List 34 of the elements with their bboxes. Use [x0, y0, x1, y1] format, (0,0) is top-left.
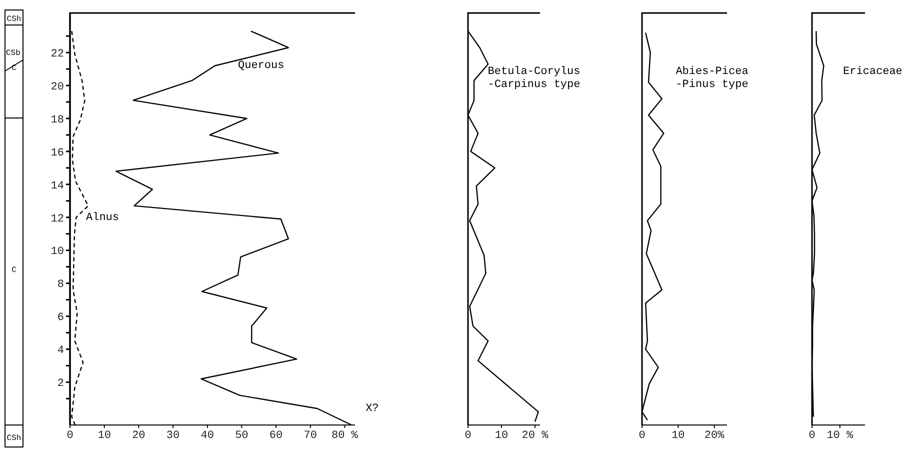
series-label: Querous — [238, 60, 284, 72]
y-tick-label: 6 — [57, 312, 64, 324]
x-tick-label: 60 — [269, 430, 283, 442]
x-tick-label: 20% — [704, 430, 725, 442]
y-tick-label: 2 — [57, 378, 64, 390]
x-tick-label: 10 — [494, 430, 508, 442]
y-tick-label: 20 — [50, 81, 64, 94]
x-tick-label: 70 — [304, 430, 317, 442]
x-tick-label: 10 % — [826, 430, 854, 442]
x-tick-label: 0 — [638, 430, 646, 442]
y-tick-label: 4 — [57, 345, 64, 358]
x-tick-label: 20 % — [522, 430, 549, 442]
y-tick-label: 16 — [50, 147, 64, 160]
y-tick-label: 8 — [57, 279, 64, 292]
y-tick-label: 22 — [50, 48, 64, 60]
series-label: Ericaceae — [843, 66, 902, 78]
x-tick-label: 0 — [66, 430, 74, 442]
y-tick-label: 12 — [50, 213, 64, 226]
x-tick-label: 0 — [464, 430, 472, 442]
x-tick-label: 0 — [808, 430, 816, 442]
series-label: Betula-Corylus -Carpinus type — [488, 66, 580, 91]
x-tick-label: 30 — [166, 430, 180, 442]
x-tick-label: 40 — [200, 430, 214, 442]
y-tick-label: 18 — [50, 114, 64, 126]
x-tick-label: 20 — [132, 430, 146, 442]
annotation: X? — [366, 403, 379, 415]
series-label: Abies-Picea -Pinus type — [676, 66, 748, 91]
x-tick-label: 50 — [235, 430, 248, 442]
series-label: Alnus — [86, 212, 120, 224]
y-tick-label: 10 — [50, 246, 64, 258]
x-tick-label: 10 — [98, 430, 111, 442]
x-tick-label: 10 — [672, 430, 685, 442]
y-tick-label: 14 — [50, 180, 64, 192]
x-tick-label: 80 % — [331, 430, 358, 442]
